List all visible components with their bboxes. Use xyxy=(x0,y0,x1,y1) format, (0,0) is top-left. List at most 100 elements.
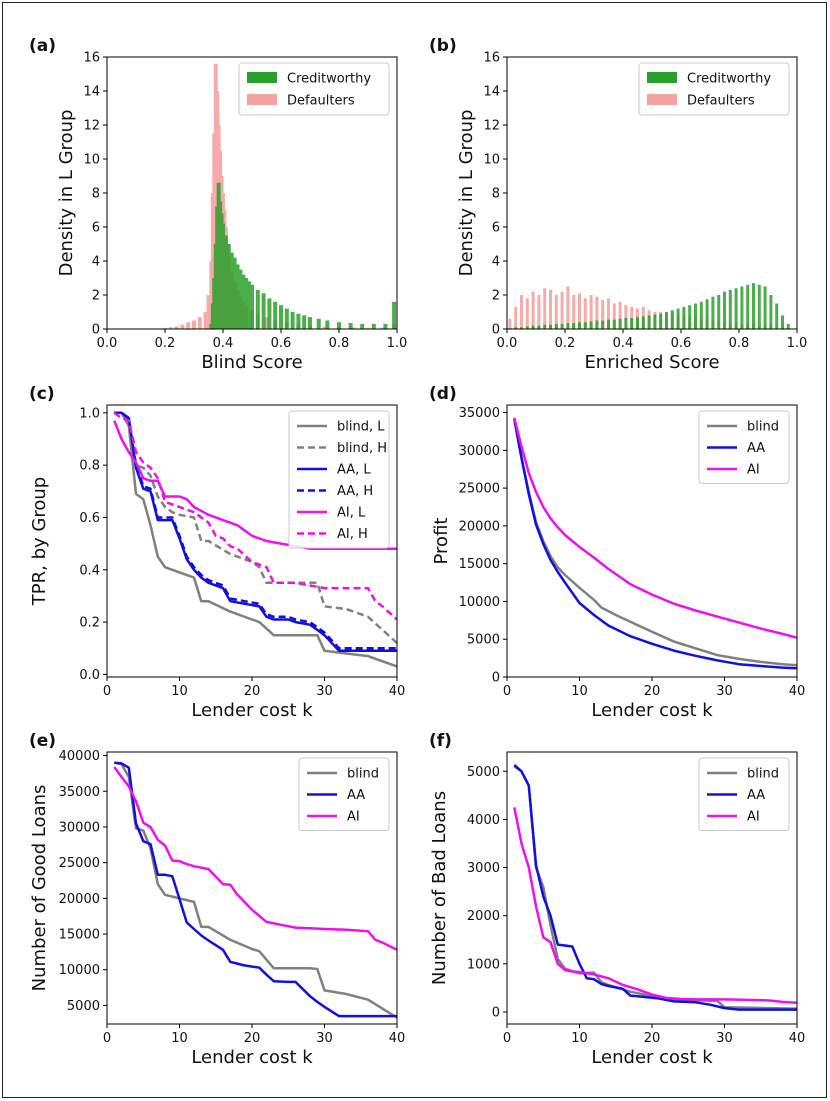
y-tick-label: 0 xyxy=(92,323,100,338)
histogram-bar xyxy=(560,291,564,329)
histogram-bar xyxy=(665,312,668,329)
histogram-bar xyxy=(325,320,330,329)
panel-label: (c) xyxy=(29,384,55,404)
histogram-bar xyxy=(769,295,773,329)
histogram-bar xyxy=(781,315,784,329)
histogram-bar xyxy=(583,322,587,329)
x-tick-label: 40 xyxy=(389,684,406,699)
histogram-bar xyxy=(618,318,622,329)
histogram-bar xyxy=(520,327,523,329)
histogram-bar xyxy=(514,306,518,329)
panel-label: (a) xyxy=(29,36,56,56)
histogram-bar xyxy=(566,286,570,329)
y-tick-label: 0 xyxy=(492,671,500,686)
x-tick-label: 10 xyxy=(171,684,188,699)
series-line-aa-h xyxy=(114,411,397,650)
histogram-bar xyxy=(554,295,558,329)
y-tick-label: 2000 xyxy=(467,909,500,924)
x-tick-label: 30 xyxy=(316,684,333,699)
histogram-bar xyxy=(676,308,680,329)
x-tick-label: 40 xyxy=(789,1031,806,1046)
y-tick-label: 15000 xyxy=(459,557,500,572)
histogram-bar xyxy=(578,322,581,329)
histogram-bar xyxy=(572,323,576,329)
x-tick-label: 0.8 xyxy=(729,336,750,351)
y-tick-label: 0.0 xyxy=(79,668,100,683)
histogram-bar xyxy=(174,326,179,329)
histogram-bar xyxy=(380,327,385,329)
histogram-bar xyxy=(612,303,616,329)
y-tick-label: 8 xyxy=(492,187,500,202)
histogram-bar xyxy=(168,327,173,329)
histogram-bar xyxy=(525,326,529,329)
histogram-bar xyxy=(560,323,564,329)
x-axis-label: Lender cost k xyxy=(191,700,313,721)
histogram-bar xyxy=(383,323,388,329)
histogram-bar xyxy=(694,303,697,329)
panel-label: (b) xyxy=(429,36,457,56)
histogram-bar xyxy=(255,289,260,329)
histogram-bar xyxy=(554,323,558,329)
histogram-bar xyxy=(351,327,356,329)
histogram-bar xyxy=(566,323,570,329)
panel-f: 0 10 20 30 40 0 1000 2000 3000 4000 5000 Lender cos… xyxy=(429,731,805,1068)
series-line-ai xyxy=(513,807,797,1005)
histogram-bar xyxy=(578,293,581,329)
histogram-bar xyxy=(197,317,202,329)
y-tick-label: 10000 xyxy=(459,595,500,610)
histogram-bar xyxy=(308,317,312,329)
x-axis-label: Enriched Score xyxy=(584,352,719,373)
legend-label: AA xyxy=(747,788,765,803)
legend-label: blind xyxy=(747,767,779,782)
x-tick-label: 0.2 xyxy=(555,336,576,351)
histogram-bar xyxy=(659,313,663,329)
x-tick-label: 20 xyxy=(244,684,261,699)
histogram-bar xyxy=(688,305,692,329)
histogram-bar xyxy=(273,301,278,329)
histogram-bar xyxy=(525,298,529,329)
histogram-bar xyxy=(572,295,576,329)
legend-label: AI, L xyxy=(337,506,366,521)
histogram-bar xyxy=(543,324,547,329)
series-creditworthy xyxy=(209,182,397,329)
panel-d: 0 10 20 30 40 0 5000 10000 15000 20000 25000 30000 3… xyxy=(429,384,805,721)
y-tick-label: 6 xyxy=(92,221,100,236)
x-tick-label: 30 xyxy=(716,1031,733,1046)
histogram-bar xyxy=(366,327,370,329)
legend-label: blind, H xyxy=(337,441,387,456)
x-tick-label: 0.0 xyxy=(97,336,118,351)
legend-box xyxy=(698,410,790,484)
series-line-aa xyxy=(114,761,397,1018)
y-tick-label: 15000 xyxy=(59,928,100,943)
panel-label: (f) xyxy=(429,731,452,751)
y-tick-label: 30000 xyxy=(459,444,500,459)
histogram-bar xyxy=(624,317,628,329)
histogram-bar xyxy=(670,310,674,329)
legend: blind AA AI xyxy=(298,757,390,831)
panel-label: (e) xyxy=(29,731,56,751)
y-tick-label: 4 xyxy=(92,255,100,270)
histogram-bar xyxy=(186,322,191,329)
histogram-bar xyxy=(757,284,761,329)
y-tick-label: 40000 xyxy=(59,749,100,764)
histogram-bar xyxy=(302,315,307,329)
histogram-bar xyxy=(728,289,732,329)
y-tick-label: 12 xyxy=(83,119,100,134)
histogram-bar xyxy=(531,291,535,329)
x-tick-label: 10 xyxy=(171,1031,188,1046)
y-tick-label: 20000 xyxy=(459,519,500,534)
y-tick-label: 12 xyxy=(483,119,500,134)
y-tick-label: 4 xyxy=(492,255,500,270)
histogram-bar xyxy=(618,301,622,329)
histogram-bar xyxy=(279,305,283,329)
histogram-bar xyxy=(705,299,709,329)
histogram-bar xyxy=(549,324,552,329)
histogram-bar xyxy=(682,306,686,329)
legend-label: Defaulters xyxy=(287,94,355,109)
x-axis-label: Lender cost k xyxy=(591,700,713,721)
histogram-bar xyxy=(595,296,599,329)
series-line-ai xyxy=(113,766,397,951)
legend-label: AI xyxy=(747,463,760,478)
histogram-bar xyxy=(508,318,512,329)
